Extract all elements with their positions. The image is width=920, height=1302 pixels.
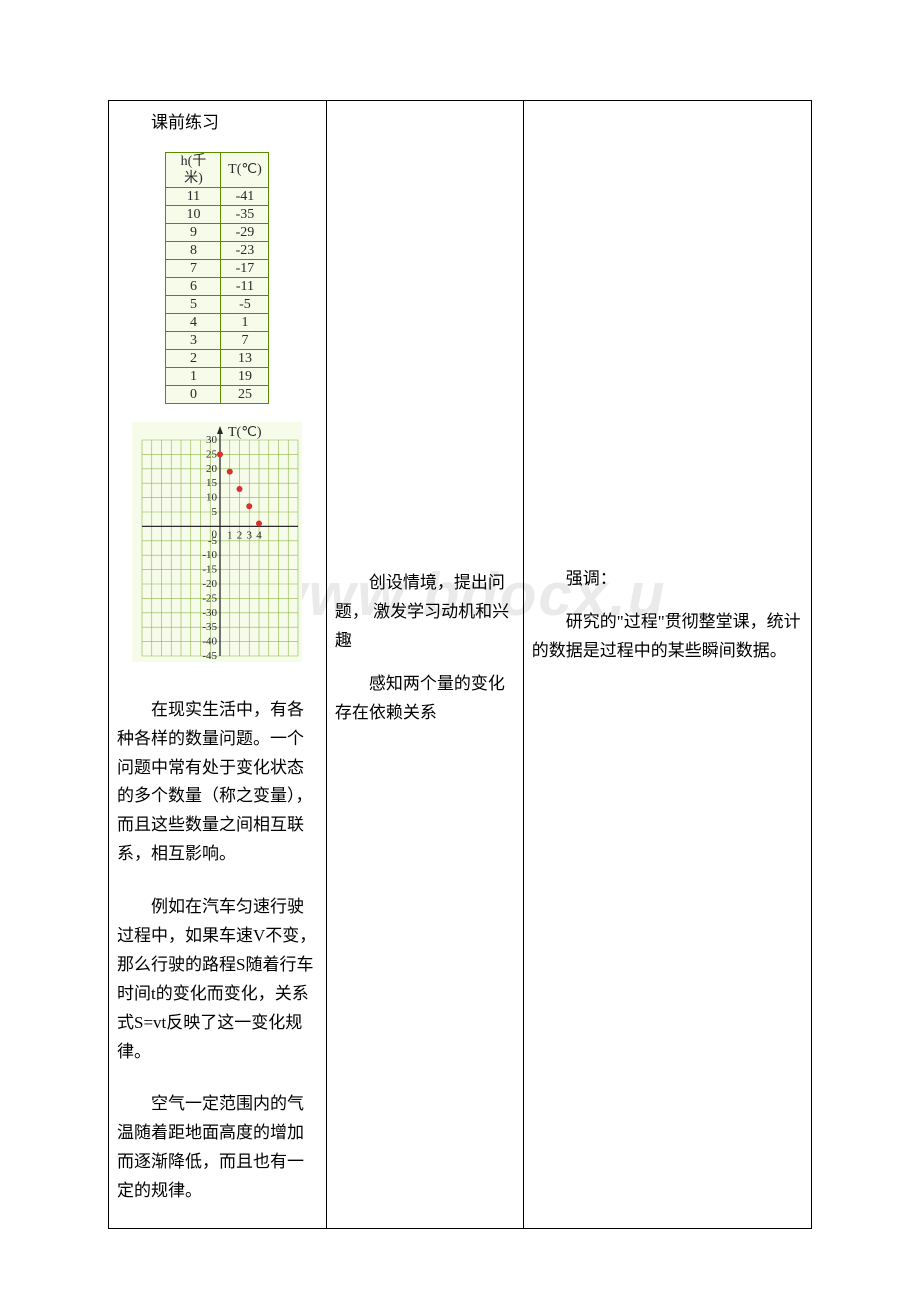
svg-text:10: 10	[206, 491, 218, 503]
cell-t: -23	[221, 241, 269, 259]
svg-text:-30: -30	[203, 607, 218, 619]
column-1: 课前练习 h(千米) T(℃) 11-41 10-35 9-29 8-23 7-…	[109, 101, 327, 1229]
cell-h: 10	[166, 205, 221, 223]
table-header-row: h(千米) T(℃)	[166, 152, 269, 187]
table-row: 025	[166, 385, 269, 403]
column-3: 强调： 研究的"过程"贯彻整堂课，统计的数据是过程中的某些瞬间数据。	[523, 101, 811, 1229]
table-row: 10-35	[166, 205, 269, 223]
col1-para-2: 例如在汽车匀速行驶过程中，如果车速V不变，那么行驶的路程S随着行车时间t的变化而…	[117, 893, 318, 1066]
col-header-h: h(千米)	[166, 152, 221, 187]
chart-svg: T(℃)30252015105-5-10-15-20-25-30-35-40-4…	[132, 422, 302, 662]
svg-text:-15: -15	[203, 563, 218, 575]
cell-t: 13	[221, 349, 269, 367]
table-row: 37	[166, 331, 269, 349]
cell-h: 3	[166, 331, 221, 349]
table-row: 6-11	[166, 277, 269, 295]
table-row: 119	[166, 367, 269, 385]
cell-h: 9	[166, 223, 221, 241]
cell-h: 5	[166, 295, 221, 313]
svg-text:-40: -40	[203, 635, 218, 647]
svg-text:30: 30	[206, 434, 218, 446]
cell-t: -17	[221, 259, 269, 277]
col3-para-1: 研究的"过程"贯彻整堂课，统计的数据是过程中的某些瞬间数据。	[532, 608, 803, 666]
svg-text:-35: -35	[203, 621, 218, 633]
table-row: 9-29	[166, 223, 269, 241]
svg-text:4: 4	[257, 529, 263, 541]
svg-text:15: 15	[206, 477, 218, 489]
svg-text:5: 5	[212, 506, 218, 518]
column-2: 创设情境，提出问题， 激发学习动机和兴趣 感知两个量的变化存在依赖关系	[326, 101, 523, 1229]
col3-heading: 强调：	[532, 565, 803, 594]
table-row: 5-5	[166, 295, 269, 313]
cell-t: 7	[221, 331, 269, 349]
svg-text:-25: -25	[203, 592, 218, 604]
col2-para-2: 感知两个量的变化存在依赖关系	[335, 670, 515, 728]
svg-text:-20: -20	[203, 578, 218, 590]
cell-t: -11	[221, 277, 269, 295]
cell-t: 19	[221, 367, 269, 385]
table-row: 11-41	[166, 187, 269, 205]
svg-text:3: 3	[247, 529, 253, 541]
col-header-t: T(℃)	[221, 152, 269, 187]
cell-t: -29	[221, 223, 269, 241]
table-row: 213	[166, 349, 269, 367]
svg-text:25: 25	[206, 448, 218, 460]
cell-t: 1	[221, 313, 269, 331]
svg-text:0: 0	[212, 528, 218, 540]
table-row: 41	[166, 313, 269, 331]
cell-h: 1	[166, 367, 221, 385]
cell-h: 4	[166, 313, 221, 331]
svg-text:-10: -10	[203, 549, 218, 561]
cell-h: 0	[166, 385, 221, 403]
cell-t: -5	[221, 295, 269, 313]
temperature-chart: T(℃)30252015105-5-10-15-20-25-30-35-40-4…	[132, 422, 302, 672]
col1-para-1: 在现实生活中，有各种各样的数量问题。一个问题中常有处于变化状态的多个数量（称之变…	[117, 696, 318, 869]
col1-heading: 课前练习	[117, 109, 318, 138]
svg-text:1: 1	[227, 529, 233, 541]
cell-h: 7	[166, 259, 221, 277]
table-row: 8-23	[166, 241, 269, 259]
lesson-table: 课前练习 h(千米) T(℃) 11-41 10-35 9-29 8-23 7-…	[108, 100, 812, 1229]
altitude-temperature-table: h(千米) T(℃) 11-41 10-35 9-29 8-23 7-17 6-…	[165, 152, 269, 404]
col1-para-3: 空气一定范围内的气温随着距地面高度的增加而逐渐降低，而且也有一定的规律。	[117, 1090, 318, 1206]
table-row: 7-17	[166, 259, 269, 277]
cell-h: 2	[166, 349, 221, 367]
col2-para-1: 创设情境，提出问题， 激发学习动机和兴趣	[335, 569, 515, 656]
cell-t: -35	[221, 205, 269, 223]
cell-h: 6	[166, 277, 221, 295]
cell-h: 8	[166, 241, 221, 259]
cell-t: 25	[221, 385, 269, 403]
cell-t: -41	[221, 187, 269, 205]
svg-text:2: 2	[237, 529, 243, 541]
svg-text:T(℃): T(℃)	[228, 425, 262, 440]
svg-text:20: 20	[206, 463, 218, 475]
cell-h: 11	[166, 187, 221, 205]
svg-text:-45: -45	[203, 650, 218, 662]
